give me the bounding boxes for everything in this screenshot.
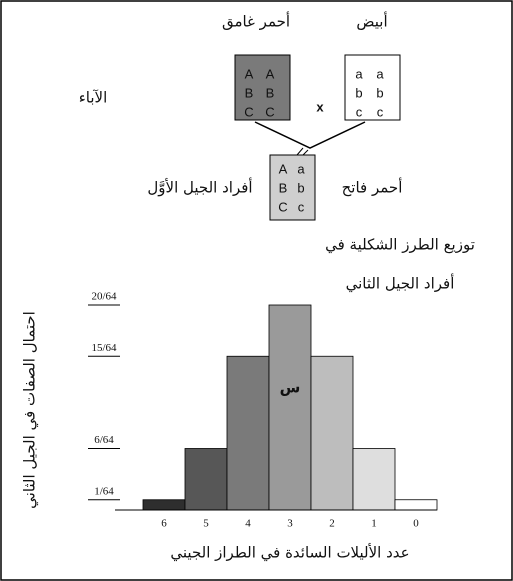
caption: توزيع الطرز الشكلية في xyxy=(325,236,475,255)
x-tick-label: 2 xyxy=(329,518,335,530)
x-tick-label: 5 xyxy=(203,518,209,530)
f1-label: أفراد الجيل الأوَّل xyxy=(147,178,252,197)
x-tick-label: 6 xyxy=(161,518,167,530)
bar xyxy=(394,499,438,511)
y-axis-title: احتمال الصفات في الجيل الثاني xyxy=(21,311,40,509)
x-tick-label: 3 xyxy=(287,518,293,530)
x-tick-label: 4 xyxy=(245,518,251,530)
parents-label: الآباء xyxy=(79,89,108,107)
bar xyxy=(184,448,228,511)
x-axis-title: عدد الأليلات السائدة في الطراز الجيني xyxy=(170,543,409,563)
bar xyxy=(142,499,186,511)
x-tick-label: 1 xyxy=(371,518,377,530)
bar xyxy=(352,448,396,511)
gene: B xyxy=(279,180,288,195)
gene: A xyxy=(245,66,254,81)
gene: c xyxy=(356,104,363,119)
gene: A xyxy=(279,161,288,176)
gene: a xyxy=(376,66,384,81)
white-box xyxy=(344,54,401,121)
gene: c xyxy=(298,199,305,214)
y-tick-label: 20/64 xyxy=(91,291,117,303)
gene: a xyxy=(297,161,305,176)
gene: A xyxy=(266,66,275,81)
gene: b xyxy=(297,180,304,195)
white-parent-label: أبيض xyxy=(356,12,387,31)
cross-sign: x xyxy=(316,99,324,114)
gene: a xyxy=(355,66,363,81)
arrow-line xyxy=(296,147,304,156)
gene: b xyxy=(355,85,362,100)
y-tick-label: 6/64 xyxy=(94,434,114,446)
gene: c xyxy=(377,104,384,119)
gene: B xyxy=(266,85,275,100)
bar xyxy=(226,355,270,511)
x-tick-label: 0 xyxy=(413,518,419,530)
bar xyxy=(310,355,354,511)
gene: b xyxy=(376,85,383,100)
annotation: س xyxy=(280,379,301,397)
y-tick-label: 15/64 xyxy=(91,342,117,354)
bar xyxy=(268,304,312,511)
gene: C xyxy=(244,104,253,119)
gene: C xyxy=(265,104,274,119)
caption: أفراد الجيل الثاني xyxy=(346,274,455,294)
dark-parent-label: أحمر غامق xyxy=(222,12,290,31)
gene: C xyxy=(278,199,287,214)
y-tick-label: 1/64 xyxy=(94,485,114,497)
f1-box xyxy=(269,154,316,221)
f1-phenotype: أحمر فاتح xyxy=(342,178,403,197)
cross-lines xyxy=(254,121,366,149)
gene: B xyxy=(245,85,254,100)
dark-box xyxy=(234,54,291,121)
